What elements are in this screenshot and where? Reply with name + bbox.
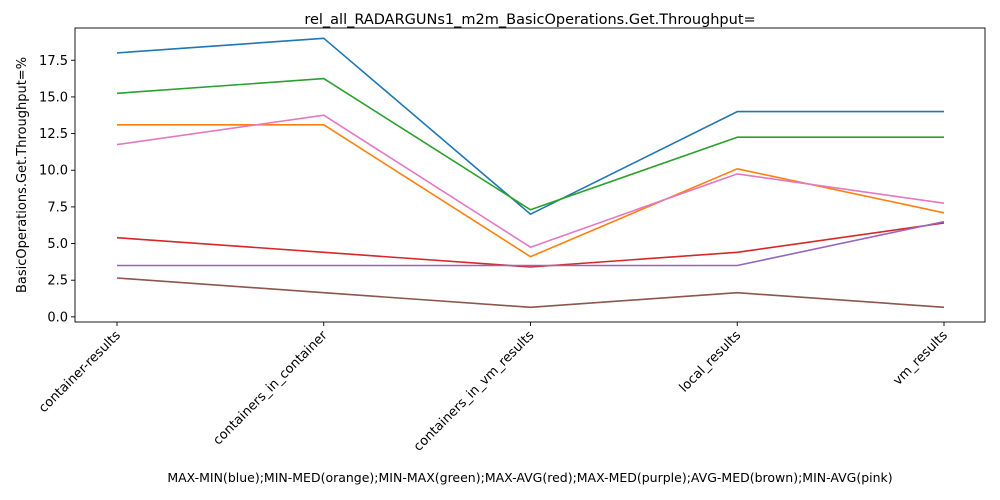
y-ticks: 0.0 2.5 5.0 7.5 10.0 12.5 15.0 17.5: [39, 54, 75, 325]
series-line-3: [116, 77, 944, 211]
series-line-1: [116, 37, 944, 215]
y-tick-label: 12.5: [39, 127, 68, 142]
y-tick-label: 17.5: [39, 54, 68, 69]
series-line-6: [116, 277, 945, 309]
series-line-4: [116, 222, 945, 268]
y-tick-label: 5.0: [47, 237, 68, 252]
chart-caption: MAX-MIN(blue);MIN-MED(orange);MIN-MAX(gr…: [167, 470, 892, 485]
y-tick-label: 2.5: [47, 274, 68, 289]
y-tick-label: 10.0: [39, 164, 68, 179]
series-line-7: [116, 114, 945, 248]
x-tick-label: local_results: [677, 328, 745, 396]
x-tick-label: containers_in_container: [210, 328, 331, 449]
y-tick-label: 15.0: [39, 90, 68, 105]
plot-frame: [74, 27, 986, 323]
y-axis-label: BasicOperations.Get.Throughput=%: [15, 57, 30, 293]
x-tick-label: vm_results: [890, 328, 951, 389]
x-tick-label: container-results: [36, 328, 124, 416]
series-lines: [116, 37, 945, 309]
plot-area: [75, 28, 985, 322]
y-tick-label: 0.0: [47, 310, 68, 325]
series-line-5: [117, 220, 945, 267]
x-ticks: container-results containers_in_container…: [36, 322, 951, 455]
x-tick-label: containers_in_vm_results: [411, 328, 537, 454]
chart-title: rel_all_RADARGUNs1_m2m_BasicOperations.G…: [304, 12, 755, 28]
y-tick-label: 7.5: [47, 200, 68, 215]
